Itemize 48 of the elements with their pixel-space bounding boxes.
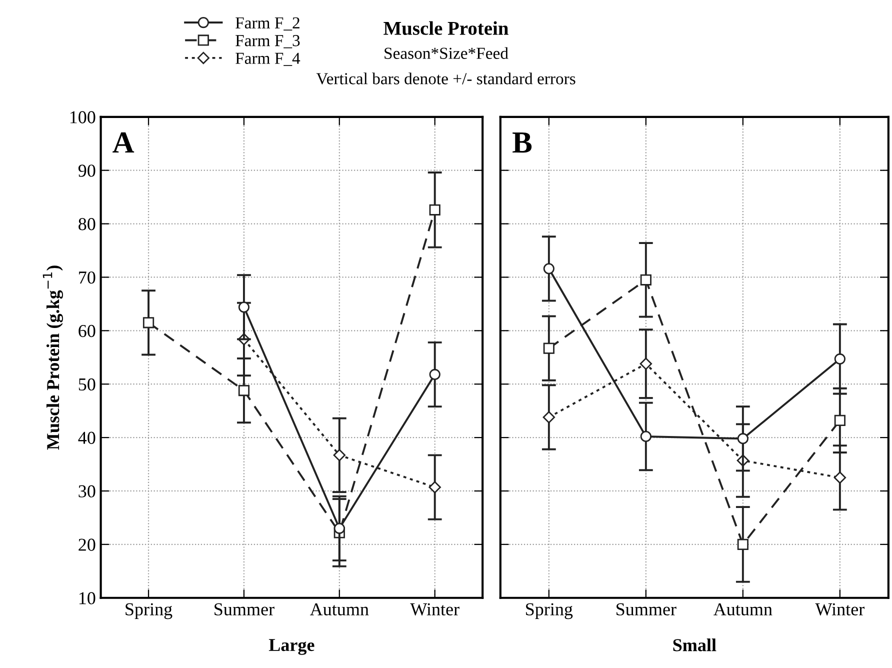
point bbox=[737, 433, 748, 444]
point bbox=[737, 538, 748, 550]
point bbox=[834, 353, 846, 365]
y-tick-label: 10 bbox=[79, 592, 96, 604]
point bbox=[834, 472, 846, 484]
point bbox=[543, 263, 554, 274]
legend-label: Farm F_4 bbox=[236, 52, 300, 66]
point bbox=[429, 368, 440, 380]
annotation: B bbox=[512, 132, 532, 153]
point bbox=[542, 411, 556, 424]
y-tick-label: 70 bbox=[79, 271, 96, 284]
point bbox=[142, 317, 154, 328]
y-tick-label: 30 bbox=[78, 485, 96, 498]
point bbox=[640, 358, 652, 370]
x-tick-label: Autumn bbox=[310, 603, 369, 616]
point bbox=[640, 274, 652, 286]
legend-label: Farm F_3 bbox=[236, 35, 300, 48]
x-tick-label: Winter bbox=[815, 603, 864, 616]
chart-subtitle: Season*Size*Feed bbox=[384, 47, 508, 59]
annotation: A bbox=[112, 132, 134, 153]
y-tick-label: 20 bbox=[78, 538, 96, 551]
chart-title: Muscle Protein bbox=[384, 21, 508, 35]
x-tick-label: Winter bbox=[410, 603, 460, 616]
y-tick-label: 40 bbox=[78, 432, 96, 444]
x-tick-label: Spring bbox=[526, 603, 573, 620]
x-tick-label: Summer bbox=[214, 603, 274, 616]
point bbox=[333, 449, 346, 462]
x-axis-title: Small bbox=[673, 638, 716, 652]
y-axis-title: Muscle Protein (g.kg$^{−1}$) bbox=[42, 266, 64, 450]
point bbox=[238, 384, 250, 396]
point bbox=[543, 342, 554, 354]
x-tick-label: Autumn bbox=[714, 603, 772, 616]
y-tick-label: 80 bbox=[78, 218, 96, 230]
point bbox=[429, 204, 440, 216]
point bbox=[834, 414, 846, 426]
y-tick-label: 50 bbox=[78, 378, 96, 391]
y-tick-label: 90 bbox=[78, 164, 96, 177]
point bbox=[640, 430, 652, 442]
legend-label: Farm F_2 bbox=[236, 17, 300, 30]
x-tick-label: Summer bbox=[616, 603, 676, 616]
y-tick-label: 100 bbox=[70, 111, 96, 124]
point bbox=[238, 302, 250, 313]
x-axis-title: Large bbox=[268, 639, 314, 655]
y-tick-label: 60 bbox=[78, 324, 96, 338]
x-tick-label: Spring bbox=[126, 603, 172, 620]
point bbox=[334, 522, 345, 534]
text: Vertical bars denote +/- standard errors bbox=[316, 72, 576, 84]
point bbox=[428, 481, 441, 494]
